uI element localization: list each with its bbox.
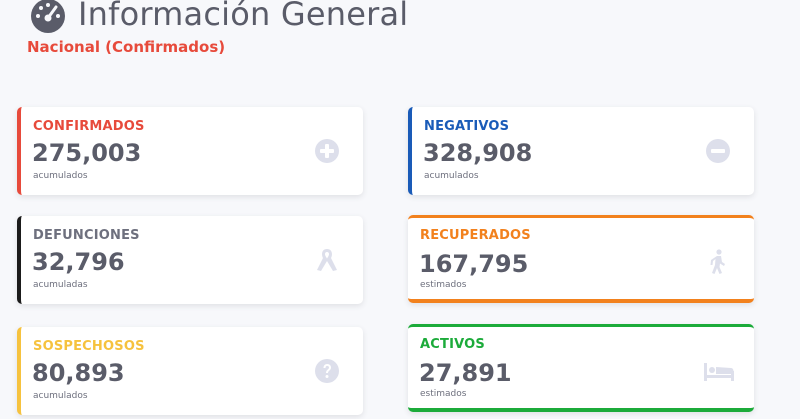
page-title: Información General — [78, 0, 409, 33]
card-value: 328,908 — [423, 139, 533, 167]
card-label: RECUPERADOS — [420, 228, 531, 243]
minus-circle-icon — [706, 139, 730, 163]
card-note: estimados — [420, 280, 467, 290]
plus-circle-icon — [315, 139, 339, 163]
card-recuperados[interactable]: RECUPERADOS 167,795 estimados — [408, 215, 754, 303]
card-note: acumulados — [424, 171, 479, 181]
card-negativos[interactable]: NEGATIVOS 328,908 acumulados — [408, 107, 754, 195]
card-label: CONFIRMADOS — [33, 119, 145, 134]
card-value: 32,796 — [32, 248, 125, 276]
card-label: SOSPECHOSOS — [33, 339, 145, 354]
bed-icon — [704, 363, 734, 381]
card-value: 167,795 — [419, 250, 529, 278]
ribbon-icon — [317, 249, 337, 271]
card-note: estimados — [420, 389, 467, 399]
page-subtitle: Nacional (Confirmados) — [27, 38, 226, 56]
card-label: ACTIVOS — [420, 337, 485, 352]
card-note: acumuladas — [33, 280, 88, 290]
card-confirmados[interactable]: CONFIRMADOS 275,003 acumulados — [17, 107, 363, 195]
card-sospechosos[interactable]: SOSPECHOSOS 80,893 acumulados — [17, 327, 363, 415]
card-defunciones[interactable]: DEFUNCIONES 32,796 acumuladas — [17, 216, 363, 304]
walking-icon — [710, 249, 725, 274]
card-value: 27,891 — [419, 359, 512, 387]
card-value: 80,893 — [32, 359, 125, 387]
gauge-icon — [31, 0, 65, 33]
card-activos[interactable]: ACTIVOS 27,891 estimados — [408, 324, 754, 412]
card-value: 275,003 — [32, 139, 142, 167]
card-note: acumulados — [33, 391, 88, 401]
card-label: NEGATIVOS — [424, 119, 510, 134]
card-label: DEFUNCIONES — [33, 228, 140, 243]
page-header: Información General — [28, 0, 408, 34]
card-note: acumulados — [33, 171, 88, 181]
question-circle-icon — [315, 359, 339, 383]
